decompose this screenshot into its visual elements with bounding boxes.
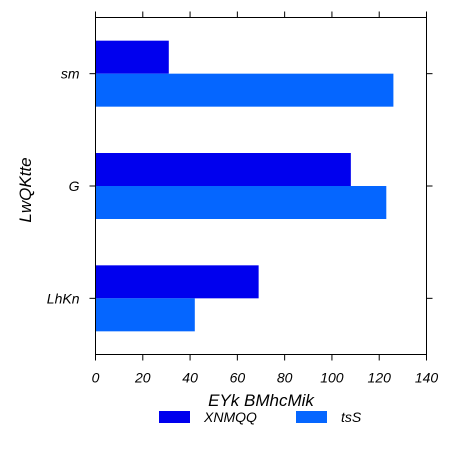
- x-tick-label: 140: [415, 370, 439, 386]
- ticks-layer: [89, 11, 433, 361]
- labels-layer: LhKn Gsm 0 20 40 60 80 100 120 140: [47, 66, 439, 386]
- x-tick-label: 40: [182, 370, 198, 386]
- x-tick-label: 20: [134, 370, 151, 386]
- y-tick-label: sm: [61, 66, 80, 82]
- bar-tsS-sm: [95, 73, 394, 107]
- x-axis-label: EYk BMhcMik: [208, 391, 315, 410]
- bar-XNMQQ-G: [95, 153, 351, 186]
- x-tick-label: 80: [277, 370, 293, 386]
- y-tick-label: G: [69, 178, 80, 194]
- bar-XNMQQ-LhKn: [95, 265, 259, 299]
- x-tick-label: 60: [230, 370, 246, 386]
- legend: XNMQQ tsS: [159, 409, 362, 425]
- bar-tsS-LhKn: [95, 298, 195, 332]
- bars-layer: [95, 40, 394, 332]
- x-tick-label: 100: [320, 370, 344, 386]
- x-tick-label: 0: [92, 370, 100, 386]
- y-tick-label: LhKn: [47, 290, 80, 306]
- legend-swatch-XNMQQ: [159, 411, 190, 423]
- legend-label-tsS: tsS: [341, 409, 362, 425]
- x-tick-label: 120: [368, 370, 392, 386]
- y-axis-label: LwQKtte: [16, 157, 35, 222]
- bar-XNMQQ-sm: [95, 40, 169, 74]
- bar-tsS-G: [95, 186, 387, 219]
- legend-swatch-tsS: [296, 411, 327, 423]
- legend-label-XNMQQ: XNMQQ: [203, 409, 257, 425]
